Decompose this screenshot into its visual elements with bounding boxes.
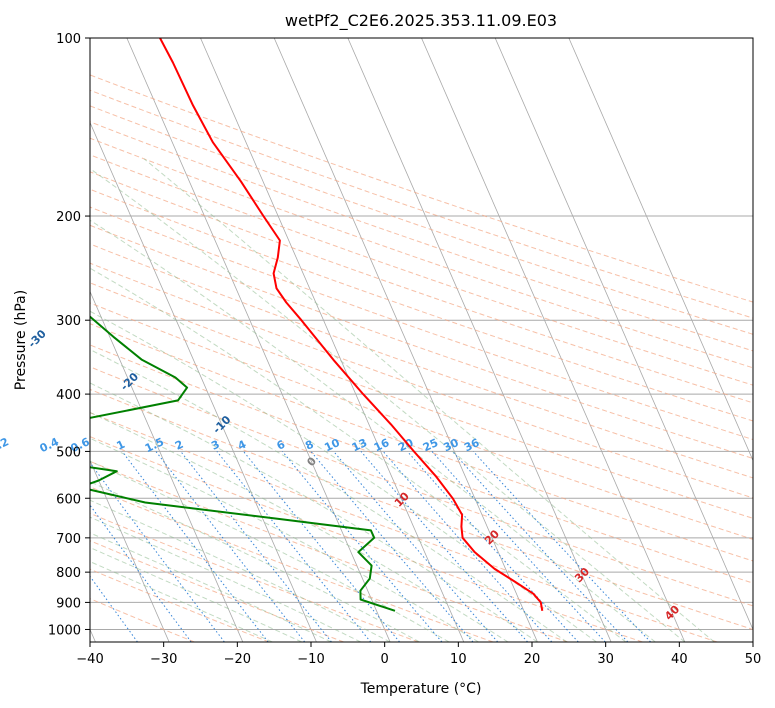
- mixing-ratio-line: [472, 451, 651, 642]
- mixing-ratio-label: 0.2: [0, 435, 11, 455]
- y-tick-label: 800: [56, 566, 81, 581]
- y-tick-label: 500: [56, 445, 81, 460]
- mixing-ratio-label: 16: [372, 436, 392, 454]
- y-tick-label: 400: [56, 388, 81, 403]
- dry-adiabat: [90, 206, 753, 441]
- y-tick-label: 100: [56, 32, 81, 47]
- x-tick-label: 10: [450, 652, 467, 667]
- mixing-ratio-line: [360, 451, 528, 642]
- dry-adiabat: [90, 323, 753, 562]
- x-tick-label: 20: [524, 652, 541, 667]
- mixing-ratio-line: [452, 451, 629, 642]
- dry-adiabat: [90, 302, 753, 540]
- dry-adiabat: [90, 412, 718, 642]
- mixing-ratio-line: [282, 451, 443, 642]
- isotherm: [126, 38, 391, 642]
- isotherm: [90, 459, 170, 642]
- moist-adiabat: [90, 516, 361, 642]
- y-axis: 100 200 300 400 500 600 700 800 900 1000: [48, 32, 90, 638]
- x-tick-label: −10: [297, 652, 324, 667]
- mixing-ratio-line: [216, 451, 372, 642]
- moist-adiabat: [90, 348, 568, 642]
- dry-adiabat: [90, 344, 753, 584]
- mixing-ratio-label: 13: [350, 436, 369, 454]
- chart-title: wetPf2_C2E6.2025.353.11.09.E03: [285, 11, 557, 31]
- dry-adiabat: [90, 243, 753, 479]
- moist-adiabat: [90, 437, 479, 642]
- dry-adiabat: [90, 137, 753, 369]
- mixing-ratio-label: 20: [396, 436, 416, 454]
- mixing-ratio-line: [90, 575, 138, 642]
- background-lines: [90, 38, 753, 642]
- x-tick-label: 0: [381, 652, 389, 667]
- mixing-ratio-label: 36: [462, 436, 482, 454]
- x-tick-label: −40: [76, 652, 103, 667]
- mixing-ratio-line: [180, 451, 332, 642]
- y-tick-label: 700: [56, 532, 81, 547]
- plot-frame: [89, 37, 754, 643]
- y-tick-label: 900: [56, 596, 81, 611]
- x-tick-label: 40: [671, 652, 688, 667]
- isotherm: [494, 38, 753, 631]
- y-tick-label: 200: [56, 210, 81, 225]
- isotherm: [347, 38, 612, 642]
- x-axis-title: Temperature (°C): [360, 681, 482, 697]
- y-tick-label: 1000: [48, 623, 81, 638]
- dry-adiabat: [90, 171, 753, 404]
- dry-adiabat: [90, 121, 753, 352]
- dewpoint-line: [90, 315, 396, 612]
- x-axis: −40 −30 −20 −10 0 10 20 30 40 50: [76, 642, 761, 667]
- dry-adiabat: [90, 105, 753, 335]
- profile-lines: [90, 38, 544, 612]
- dry-adiabat: [90, 388, 753, 630]
- moist-adiabat: [90, 167, 686, 642]
- isotherm: [90, 290, 244, 642]
- dry-adiabat: [90, 366, 753, 607]
- x-tick-label: −20: [224, 652, 251, 667]
- mixing-ratio-line: [243, 451, 400, 642]
- dry-adiabat: [90, 224, 753, 460]
- moist-adiabat: [90, 219, 656, 642]
- moist-adiabat: [90, 382, 538, 642]
- y-tick-label: 600: [56, 492, 81, 507]
- x-tick-label: 50: [745, 652, 762, 667]
- moist-adiabat: [90, 561, 273, 642]
- y-tick-label: 300: [56, 314, 81, 329]
- x-tick-label: −30: [150, 652, 177, 667]
- mixing-ratio-label: 30: [441, 436, 461, 454]
- moist-adiabat: [90, 411, 509, 642]
- y-axis-title: Pressure (hPa): [13, 290, 29, 390]
- moist-adiabat: [90, 460, 450, 642]
- isotherm: [568, 38, 753, 462]
- dry-adiabat: [90, 262, 753, 499]
- mixing-ratio-line: [382, 451, 553, 642]
- moist-adiabat: [143, 158, 715, 642]
- moist-adiabat: [90, 532, 332, 642]
- x-tick-label: 30: [597, 652, 614, 667]
- mixing-ratio-label: 25: [421, 436, 440, 454]
- mixing-ratio-label: 10: [322, 436, 342, 454]
- temperature-line: [159, 38, 544, 611]
- isotherm: [421, 38, 686, 642]
- moist-adiabat: [90, 481, 420, 642]
- mixing-ratio-line: [90, 504, 192, 642]
- moist-adiabat: [90, 267, 627, 642]
